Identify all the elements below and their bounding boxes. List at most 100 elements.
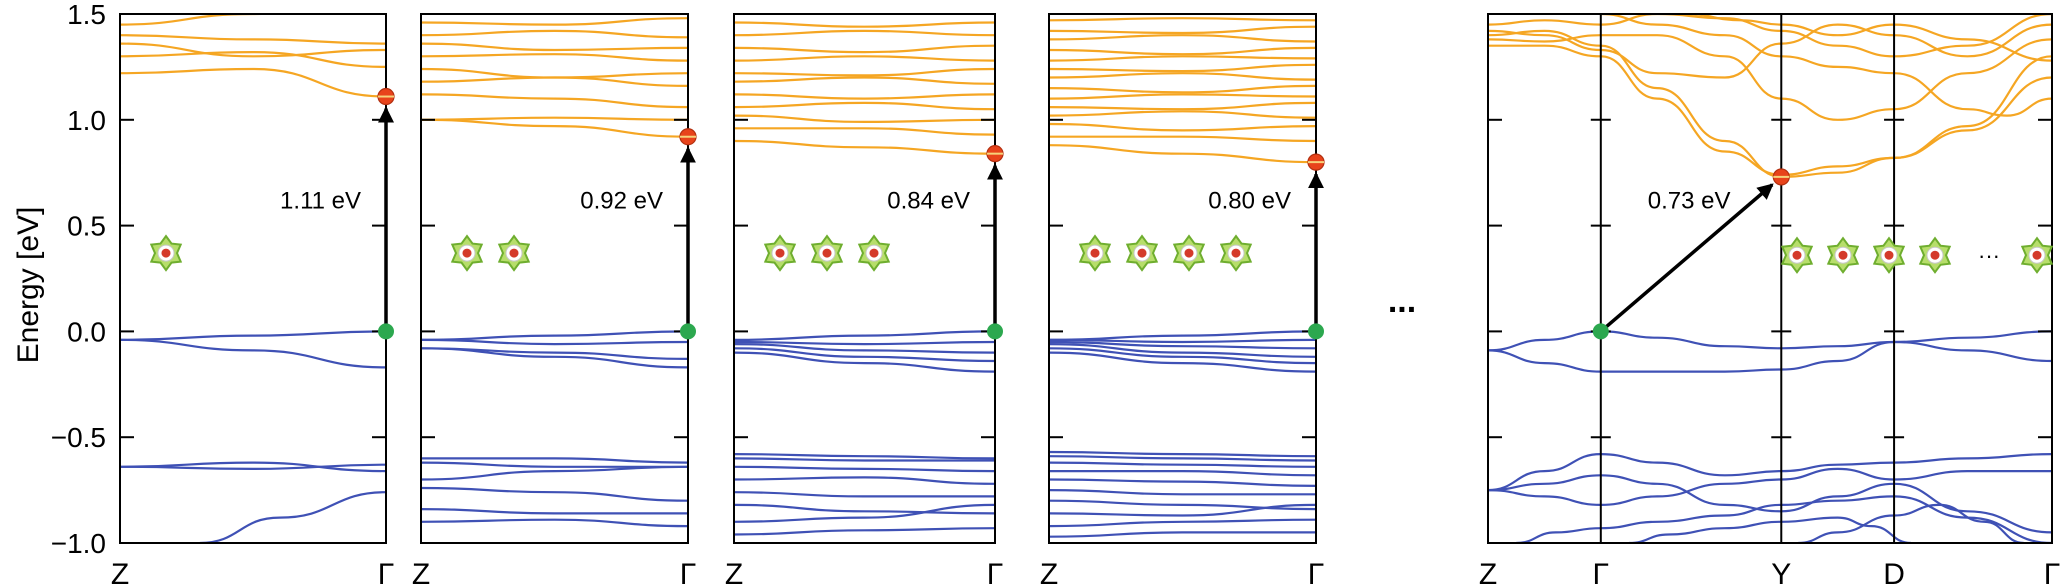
vbm-marker [680,323,696,340]
vbm-marker [378,323,394,340]
panel-frame [733,13,996,544]
valence-band [199,491,386,543]
conduction-band [1049,55,1316,62]
conduction-band [734,127,995,136]
panel-frame [1487,13,2053,544]
molecule-center-atom [1231,248,1241,258]
bands-group [421,17,688,528]
valence-band [1488,474,2052,534]
valence-band [1488,330,2052,352]
conduction-band [421,118,688,138]
molecule-center-atom [1090,248,1100,258]
valence-band [1516,495,2052,543]
k-point-label: Γ [1593,558,1610,588]
gap-label: 0.92 eV [580,188,663,215]
conduction-band [1049,110,1316,119]
molecule-center-atom [509,248,519,258]
valence-band [421,518,688,528]
cbm-marker [679,128,697,146]
k-point-label: Z [111,558,129,588]
molecule-center-atom [1184,248,1194,258]
conduction-band [734,101,995,111]
valence-band [734,527,995,536]
k-point-label: Z [1479,558,1497,588]
k-point-label: Γ [1308,558,1325,588]
molecule-center-atom [1792,250,1802,260]
conduction-band [1488,14,2052,58]
k-point-label: Y [1771,558,1791,588]
gap-label: 1.11 eV [280,188,361,215]
valence-band [1049,469,1316,477]
molecule-icon [1125,234,1159,272]
conduction-band [1049,84,1316,94]
valence-band [1049,478,1316,487]
k-point-label: Z [412,558,430,588]
valence-band [1049,343,1316,358]
k-point-label: Z [1040,558,1058,588]
valence-band [421,330,688,341]
molecule-icon [763,234,797,272]
bands-group [734,21,995,536]
bands-group [1488,14,2052,543]
cbm-marker [377,87,395,106]
conduction-band [734,29,995,37]
valence-band [1049,518,1316,528]
cbm-marker [1772,168,1790,186]
y-tick-labels: 1.5 1.0 0.5 0.0 −0.5 −1.0 [51,0,106,559]
molecule-icon [2020,236,2054,274]
molecule-center-atom [822,248,832,258]
conduction-band [120,50,386,68]
valence-band [734,453,995,460]
band-panel-2: Z Γ 0.92 eV [412,13,697,588]
valence-band [120,463,386,471]
conduction-band [421,67,688,79]
valence-band [1049,499,1316,511]
valence-band [1049,340,1316,350]
band-gap-arrow [1599,183,1774,333]
conduction-band [1488,34,2052,121]
conduction-band [1685,14,2052,62]
cbm-marker [986,145,1004,163]
conduction-band [1049,135,1316,143]
molecule-icon [1219,234,1253,272]
valence-band [1049,450,1316,458]
valence-band [421,486,688,502]
molecule-center-atom [1137,248,1147,258]
valence-band [734,503,995,515]
k-point-label: Γ [987,558,1004,588]
gap-label: 0.80 eV [1208,188,1291,215]
conduction-band [1049,93,1316,100]
valence-band [120,338,386,369]
valence-band [1049,531,1316,538]
molecule-icon [1872,236,1906,274]
molecule-icon [1826,236,1860,274]
band-panels: Z Γ1.11 eVZ Γ0.92 eVZ Γ0.84 eVZ Γ0.80 eVZ Γ Y D… [111,13,2060,588]
k-point-label: Γ [378,558,395,588]
molecule-center-atom [1930,250,1940,260]
vbm-marker [1592,323,1609,340]
y-axis-label: Energy [eV] [12,207,45,364]
conduction-band [734,114,995,124]
y-tick-label: 0.5 [67,211,106,242]
band-panel-1: Z Γ 1.11 eV [111,13,395,588]
valence-band [1049,347,1316,365]
molecule-icon [450,234,484,272]
conduction-band [421,53,688,62]
valence-band [120,330,386,341]
conduction-band [120,42,386,58]
conduction-band [421,17,688,26]
molecule-center-atom [775,248,785,258]
conduction-band [734,67,995,77]
vbm-marker [1308,323,1324,340]
y-tick-label: −1.0 [51,528,106,559]
valence-band [1488,467,2052,507]
band-panel-4: Z Γ 0.80 eV [1040,13,1325,588]
valence-band [734,347,995,363]
conduction-band [734,44,995,54]
bands-group [120,14,386,543]
band-panel-3: Z Γ 0.84 eV [725,13,1004,588]
y-tick-label: −0.5 [51,422,106,453]
conduction-band [120,14,283,26]
molecule-icon [1780,236,1814,274]
conduction-band [421,42,688,52]
